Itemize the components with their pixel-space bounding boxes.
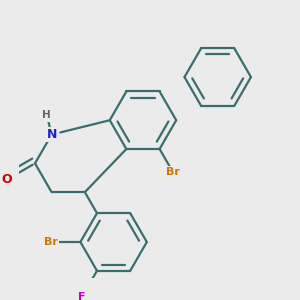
Text: Br: Br <box>166 167 180 177</box>
Text: H: H <box>42 110 51 120</box>
Text: F: F <box>78 292 86 300</box>
Text: N: N <box>46 128 57 141</box>
Text: O: O <box>1 173 11 187</box>
Text: Br: Br <box>44 237 57 247</box>
